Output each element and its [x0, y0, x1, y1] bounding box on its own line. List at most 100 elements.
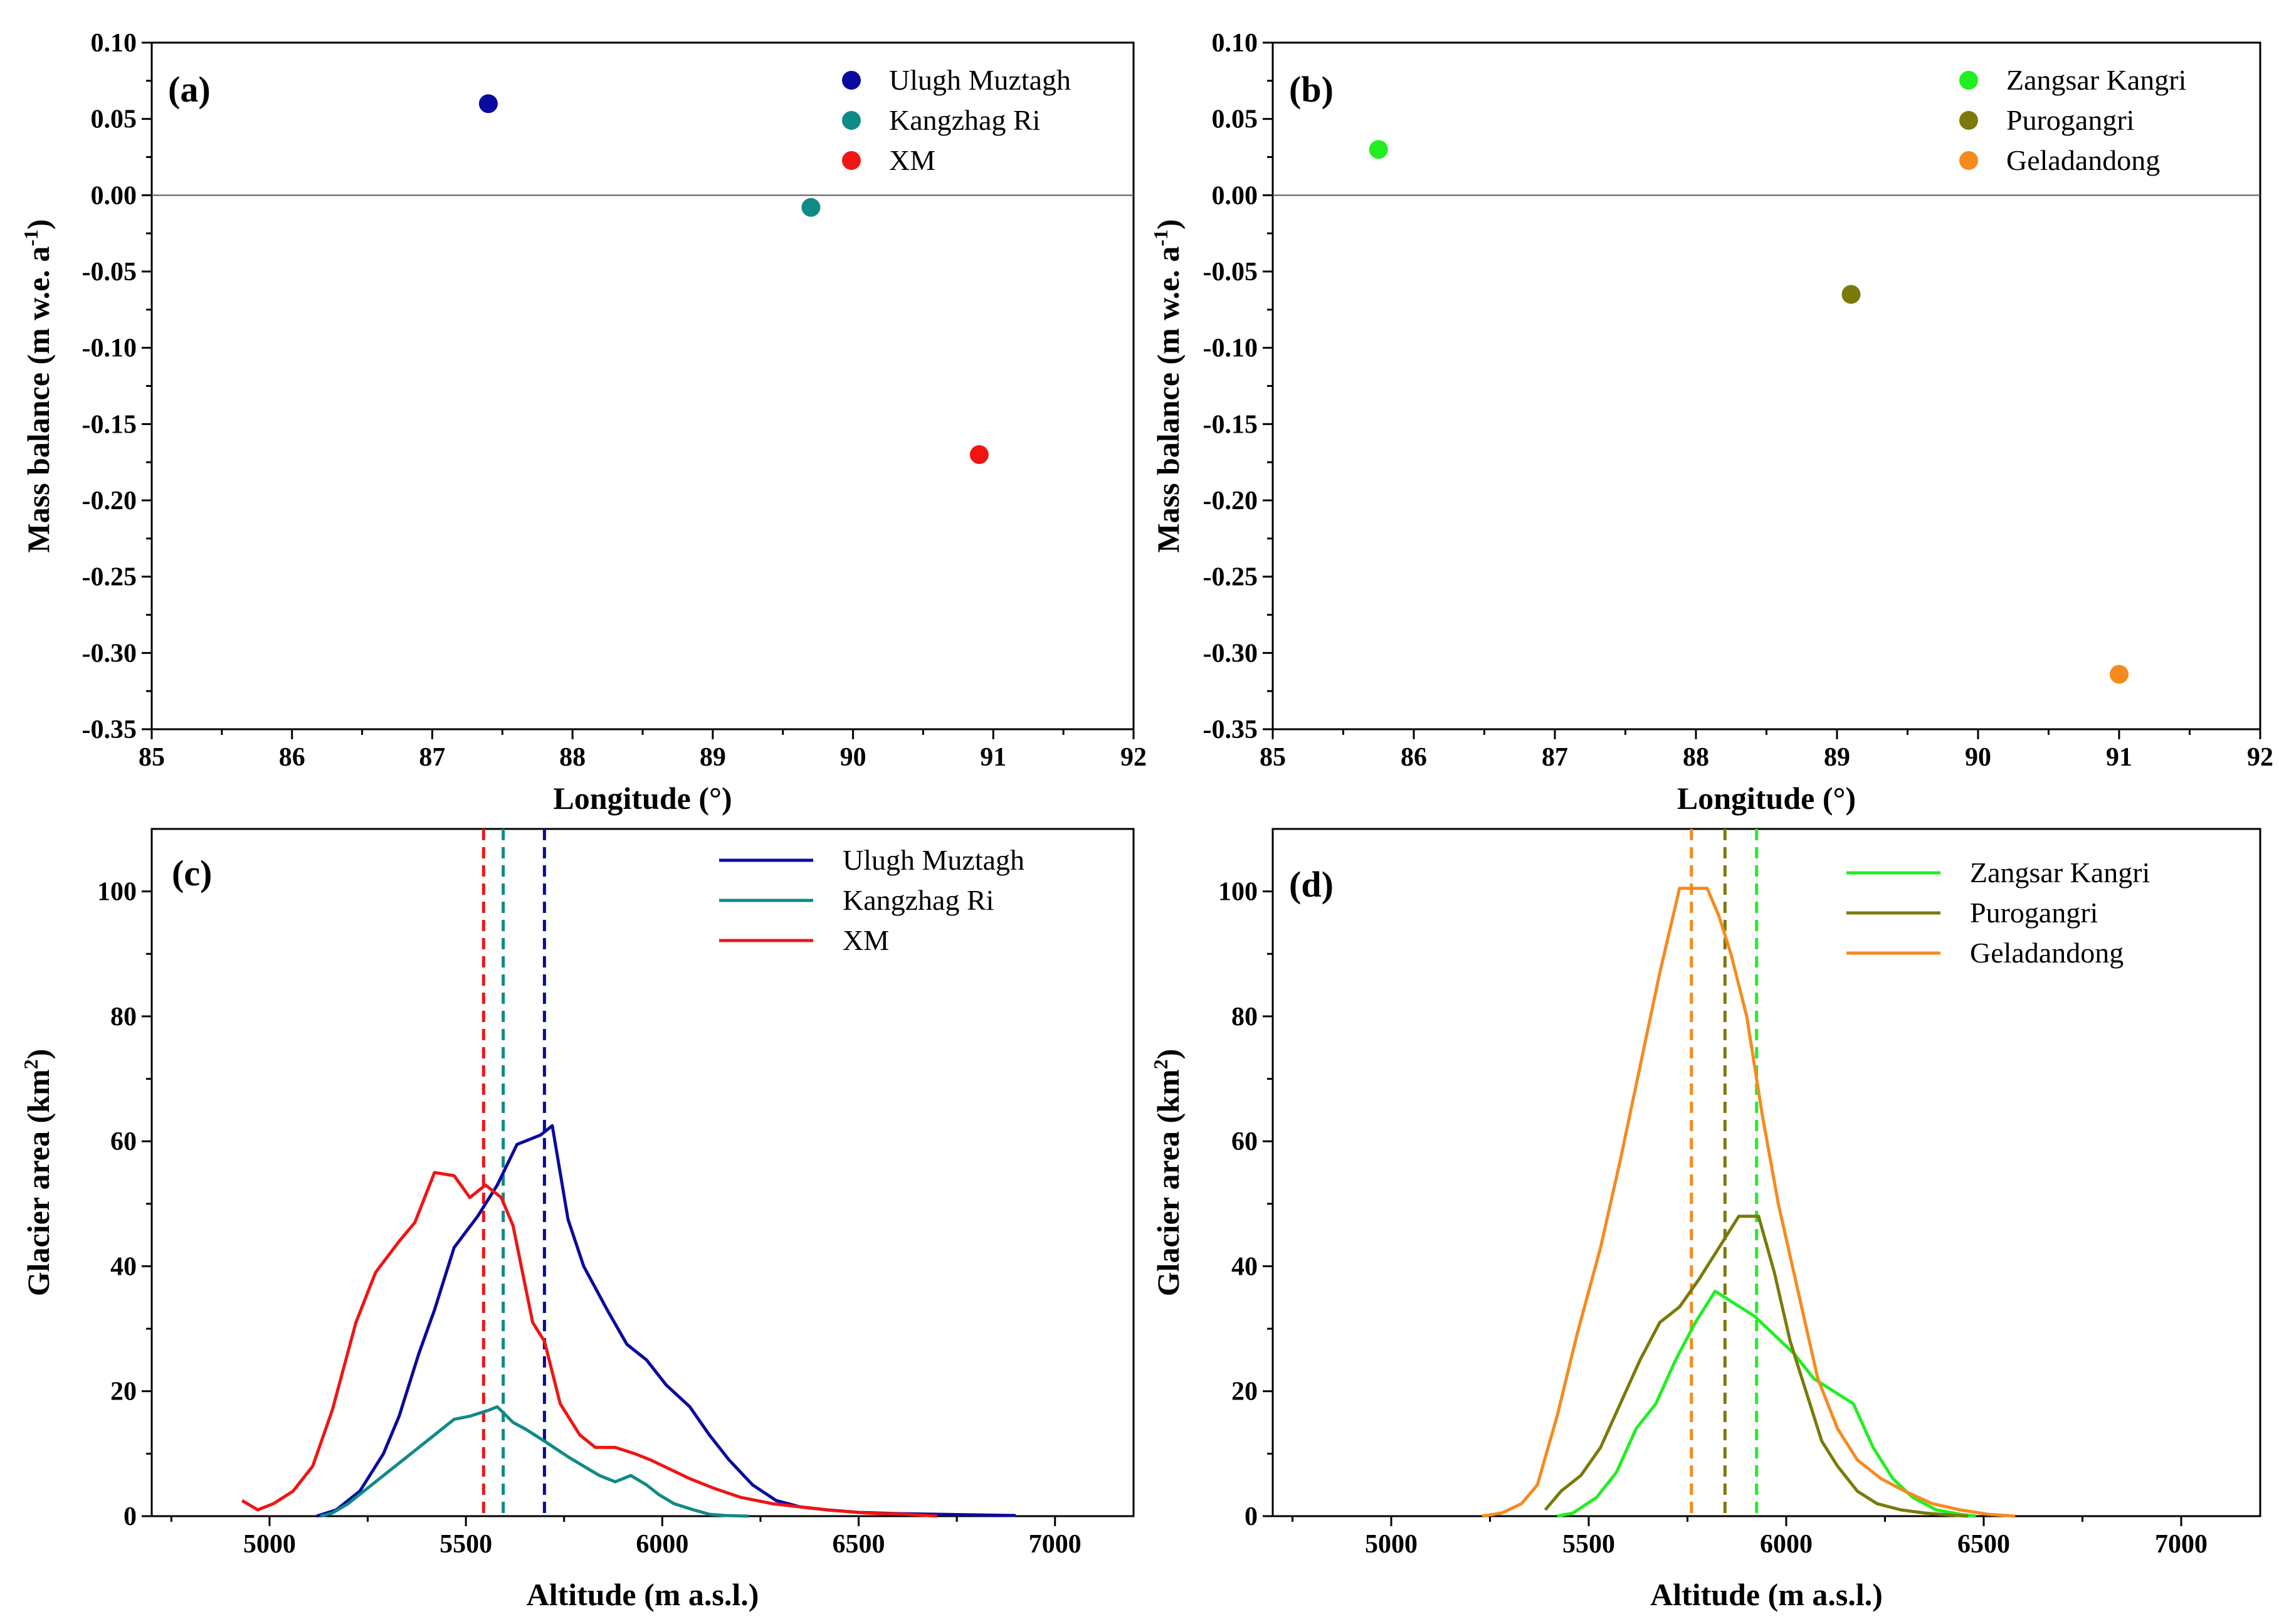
x-tick-label: 85 [139, 743, 165, 772]
y-tick-label: -0.10 [82, 334, 137, 363]
y-tick-label: 0.00 [91, 181, 137, 210]
x-tick-label: 92 [1120, 743, 1147, 772]
y-tick-label: -0.05 [82, 258, 137, 287]
legend-marker [842, 71, 861, 90]
legend-marker [1959, 71, 1978, 90]
panel-b: 85 86 87 88 89 90 91 92 0.10 0.05 0.00 -0.05 -0.10 -0… [1149, 29, 2273, 816]
x-tick-label: 5000 [1365, 1530, 1418, 1559]
x-tick-label: 89 [700, 743, 726, 772]
y-axis-title: Mass balance (m w.e. a-1) [19, 219, 56, 552]
y-tick-label: 20 [110, 1378, 137, 1406]
x-tick-label: 91 [2106, 743, 2132, 772]
y-tick-label: -0.30 [82, 639, 137, 668]
series-line-3 [241, 1171, 937, 1518]
x-tick-label: 92 [2247, 743, 2273, 772]
data-point-1 [478, 94, 498, 113]
y-tick-label: -0.10 [1203, 334, 1258, 363]
x-axis-title: Altitude (m a.s.l.) [527, 1577, 759, 1612]
x-tick-label: 90 [1965, 743, 1991, 772]
x-tick-label: 7000 [2155, 1530, 2208, 1559]
x-axis-title: Altitude (m a.s.l.) [1650, 1577, 1883, 1612]
y-axis-title: Glacier area (km2) [19, 1049, 56, 1297]
y-tick-label: 100 [1218, 878, 1258, 907]
x-tick-label: 87 [1542, 743, 1568, 772]
y-tick-label: 20 [1231, 1378, 1258, 1406]
x-tick-label: 6000 [636, 1530, 688, 1559]
legend-label: XM [889, 144, 935, 176]
panel-label: (c) [172, 853, 212, 894]
y-axis-title: Glacier area (km2) [1149, 1049, 1186, 1297]
y-tick-label: 0.05 [1212, 105, 1258, 134]
x-tick-label: 86 [1401, 743, 1427, 772]
y-tick-label: 80 [110, 1003, 137, 1031]
x-tick-label: 5000 [243, 1530, 296, 1559]
legend-marker [842, 151, 861, 170]
y-tick-label: 0.05 [91, 105, 137, 134]
legend-label: Zangsar Kangri [1970, 857, 2150, 888]
x-tick-label: 88 [1683, 743, 1709, 772]
legend-label: Geladandong [2006, 144, 2160, 176]
legend-label: Ulugh Muztagh [889, 64, 1071, 96]
series-line-2 [320, 1405, 749, 1518]
x-tick-label: 87 [419, 743, 445, 772]
x-tick-label: 6500 [833, 1530, 885, 1559]
y-tick-label: 40 [110, 1252, 137, 1281]
data-point-1 [1369, 140, 1388, 159]
x-tick-label: 91 [980, 743, 1006, 772]
panel-label: (a) [168, 69, 211, 110]
panel-c: 5000 5500 6000 6500 7000 0 20 40 60 80 100 Altitude… [19, 828, 1135, 1612]
y-tick-label: -0.25 [82, 563, 137, 592]
series-line-1 [316, 1124, 1016, 1518]
y-tick-label: 0.00 [1212, 181, 1258, 210]
legend-label: Purogangri [1970, 897, 2098, 929]
x-axis-title: Longitude (°) [553, 781, 732, 816]
y-tick-label: 80 [1231, 1003, 1258, 1031]
y-tick-label: 60 [110, 1127, 137, 1156]
legend-label: Ulugh Muztagh [843, 844, 1024, 876]
y-tick-label: -0.20 [82, 487, 137, 515]
panel-a: 85 86 87 88 89 90 91 92 0.10 0.05 0.00 -0.05 -0.10 -0… [19, 29, 1147, 816]
x-tick-label: 89 [1824, 743, 1850, 772]
y-tick-label: -0.25 [1203, 563, 1258, 592]
data-point-3 [969, 445, 989, 464]
x-tick-label: 5500 [439, 1530, 492, 1559]
y-tick-label: 0 [124, 1502, 137, 1531]
y-tick-label: 100 [97, 878, 137, 907]
legend-marker [842, 111, 861, 130]
plot-frame [1271, 828, 2261, 1517]
series-line-2 [1544, 1215, 1968, 1518]
y-tick-label: -0.05 [1203, 258, 1258, 287]
panel-label: (b) [1289, 69, 1334, 110]
series-line-1 [1557, 1289, 1976, 1518]
y-tick-label: -0.20 [1203, 487, 1258, 515]
legend-marker [1959, 111, 1978, 130]
data-point-2 [801, 198, 821, 217]
y-tick-label: 0.10 [91, 29, 137, 58]
y-tick-label: 0 [1245, 1502, 1258, 1531]
x-tick-label: 88 [559, 743, 586, 772]
legend-label: Kangzhag Ri [843, 884, 994, 916]
legend-label: Geladandong [1970, 937, 2124, 969]
y-tick-label: -0.35 [82, 715, 137, 744]
x-tick-label: 90 [840, 743, 866, 772]
y-tick-label: -0.30 [1203, 639, 1258, 668]
panel-label: (d) [1289, 864, 1334, 905]
legend-label: Zangsar Kangri [2006, 64, 2186, 96]
y-tick-label: -0.15 [82, 410, 137, 439]
x-tick-label: 5500 [1562, 1530, 1615, 1559]
y-axis-title: Mass balance (m w.e. a-1) [1149, 219, 1186, 552]
y-tick-label: 40 [1231, 1252, 1258, 1281]
legend-label: Purogangri [2006, 104, 2134, 136]
legend-marker [1959, 151, 1978, 170]
legend-label: XM [843, 924, 889, 956]
y-tick-label: -0.15 [1203, 410, 1258, 439]
x-tick-label: 86 [279, 743, 305, 772]
y-tick-label: 0.10 [1212, 29, 1258, 58]
plot-frame [150, 828, 1135, 1517]
data-point-2 [1841, 285, 1861, 304]
x-tick-label: 6000 [1760, 1530, 1813, 1559]
x-axis-title: Longitude (°) [1677, 781, 1856, 816]
y-tick-label: -0.35 [1203, 715, 1258, 744]
panel-d: 5000 5500 6000 6500 7000 0 20 40 60 80 100 Altitude… [1149, 828, 2261, 1612]
